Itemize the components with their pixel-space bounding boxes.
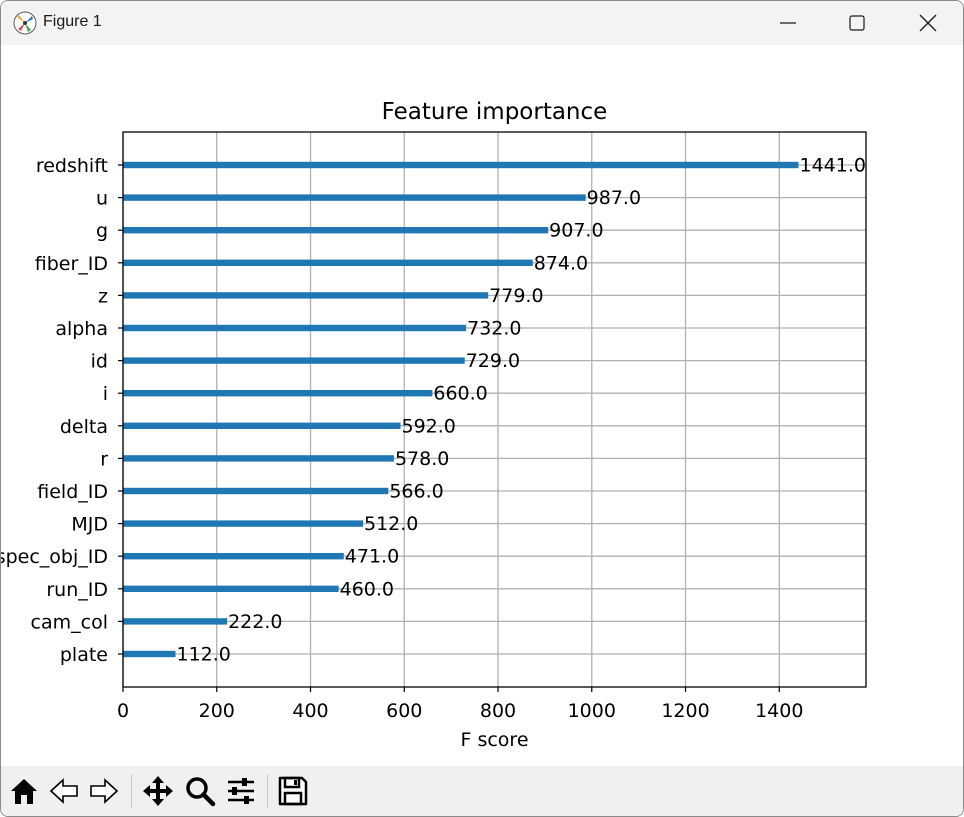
maximize-button[interactable] [822,1,892,45]
bar-value-label: 732.0 [467,318,521,340]
forward-button[interactable] [85,772,123,810]
zoom-button[interactable] [181,772,219,810]
bar [123,585,339,592]
bar [123,455,394,462]
bar [123,194,586,201]
toolbar-separator [131,774,132,808]
bar-value-label: 566.0 [389,481,443,503]
bar [123,390,433,397]
bar [123,357,465,364]
minimize-button[interactable] [753,1,823,45]
configure-subplots-button[interactable] [222,772,260,810]
y-tick-label: cam_col [31,611,108,633]
figure-canvas[interactable]: 1441.0 987.0 907.0 874.0 779.0 732.0 729.0 660.… [1,45,963,766]
bar-value-label: 512.0 [364,513,418,535]
bar [123,259,533,266]
bar-value-label: 907.0 [549,220,603,242]
pan-button[interactable] [139,772,177,810]
bar-value-label: 1441.0 [799,155,865,177]
x-tick-label: 800 [480,700,516,722]
y-tick-label: u [96,188,108,210]
minimize-icon [780,22,796,24]
zoom-magnifier-icon [186,777,216,807]
y-tick-label: id [91,351,108,373]
x-tick-label: 600 [386,700,422,722]
bar-value-label: 460.0 [340,578,394,600]
x-tick-label: 200 [199,700,235,722]
plot-area [123,132,866,687]
y-tick-label: alpha [55,318,108,340]
x-tick-label: 1200 [661,700,709,722]
bar-value-label: 779.0 [489,285,543,307]
bar-value-label: 222.0 [228,611,282,633]
y-tick-label: MJD [71,514,108,536]
y-tick-label: i [103,383,108,405]
bar [123,324,467,332]
chart-title: Feature importance [382,99,608,125]
y-tick-label: z [98,285,108,307]
x-tick-label: 400 [292,700,328,722]
toolbar-separator [267,774,268,808]
navigation-toolbar [1,766,963,816]
bar-value-label: 874.0 [534,252,588,274]
close-button[interactable] [893,1,963,45]
y-tick-label: run_ID [46,579,108,601]
configure-subplots-icon [228,778,254,804]
bar-value-label: 471.0 [345,546,399,568]
back-button[interactable] [45,772,83,810]
window-title: Figure 1 [43,13,102,30]
bar-value-label: 987.0 [587,187,641,209]
y-tick-label: spec_obj_ID [1,546,108,568]
close-icon [919,14,937,32]
bar [123,520,364,527]
x-tick-label: 0 [117,700,129,722]
bar [123,227,549,234]
bar [123,553,344,560]
bar [123,618,228,625]
back-arrow-icon [49,778,78,804]
title-bar[interactable]: Figure 1 [1,1,963,45]
bar [123,487,389,495]
x-tick-label: 1000 [568,700,616,722]
bar [123,422,401,429]
bar [123,292,489,299]
bar-value-label: 729.0 [466,350,520,372]
matplotlib-logo-icon [13,11,37,35]
y-tick-label: r [100,448,108,470]
bar [123,650,176,658]
pan-move-icon [143,776,173,806]
x-axis-label: F score [460,729,528,751]
maximize-icon [849,15,865,31]
home-button[interactable] [5,772,43,810]
bar-value-label: 578.0 [395,448,449,470]
bar-value-label: 112.0 [177,644,231,666]
y-tick-label: redshift [36,155,108,177]
y-tick-label: delta [60,416,108,438]
bar-value-label: 660.0 [433,383,487,405]
axes-frame [122,131,867,688]
y-tick-label: fiber_ID [35,253,108,275]
forward-arrow-icon [90,778,119,804]
feature-importance-chart: 1441.0 987.0 907.0 874.0 779.0 732.0 729.0 660.… [1,99,867,751]
y-tick-label: g [96,220,108,242]
save-button[interactable] [274,772,312,810]
y-tick-label: plate [60,644,108,666]
home-icon [11,779,37,804]
bar-value-label: 592.0 [402,415,456,437]
save-floppy-icon [278,776,308,806]
x-tick-label: 1400 [755,700,803,722]
bar [123,161,799,169]
y-tick-label: field_ID [37,481,108,503]
